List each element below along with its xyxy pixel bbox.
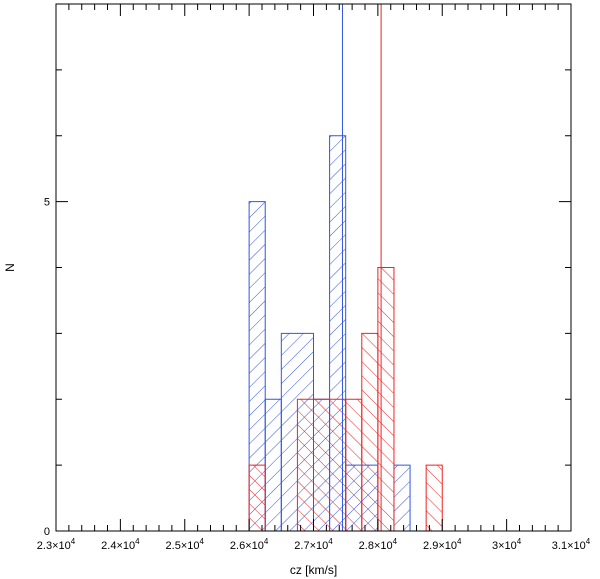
x-tick-label: 2.4×104 bbox=[101, 537, 140, 552]
x-tick-label: 3.1×104 bbox=[552, 537, 591, 552]
histogram-bar bbox=[296, 398, 347, 532]
x-tick-label: 2.7×104 bbox=[294, 537, 333, 552]
series-2 bbox=[248, 267, 443, 532]
median-markers bbox=[341, 4, 382, 531]
x-tick-label: 2.5×104 bbox=[166, 537, 205, 552]
y-axis-label: N bbox=[3, 263, 17, 272]
x-tick-label: 3×104 bbox=[492, 537, 522, 552]
histogram-bar bbox=[248, 464, 266, 532]
x-axis-label: cz [km/s] bbox=[290, 563, 337, 577]
histogram-bar bbox=[361, 332, 379, 532]
y-tick-label: 0 bbox=[44, 526, 50, 538]
histogram-bar bbox=[425, 464, 443, 532]
x-tick-label: 2.6×104 bbox=[230, 537, 269, 552]
histogram-bars bbox=[248, 135, 443, 532]
x-tick-label: 2.8×104 bbox=[359, 537, 398, 552]
histogram-bar bbox=[264, 398, 282, 532]
x-tick-label: 2.3×104 bbox=[37, 537, 76, 552]
x-tick-labels: 2.3×104 2.4×104 2.5×104 2.6×104 2.7×104 2.8×1… bbox=[37, 537, 591, 552]
y-tick-label: 5 bbox=[44, 197, 50, 209]
y-tick-labels: 05 bbox=[44, 197, 50, 538]
histogram-bar bbox=[393, 464, 411, 532]
axis-ticks bbox=[55, 3, 572, 532]
histogram-bar bbox=[377, 267, 395, 532]
histogram-bar bbox=[345, 398, 363, 532]
x-tick-label: 2.9×104 bbox=[423, 537, 462, 552]
